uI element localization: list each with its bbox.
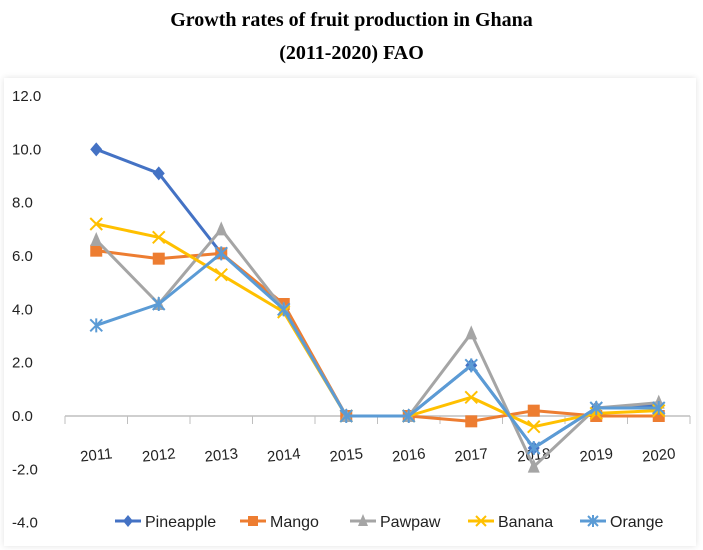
series-line <box>95 147 659 450</box>
series-pawpaw <box>90 221 665 473</box>
series-line <box>95 227 659 469</box>
series-banana <box>89 217 666 434</box>
data-point-marker <box>277 302 291 317</box>
data-point-marker <box>89 318 103 333</box>
series-mango <box>90 244 665 428</box>
data-point-marker <box>358 514 368 526</box>
data-point-marker <box>589 401 603 415</box>
series-pineapple <box>90 142 665 455</box>
x-tick-label: 2016 <box>391 445 426 465</box>
x-tick-label: 2011 <box>79 445 113 465</box>
legend-label: Orange <box>610 514 663 531</box>
data-point-marker <box>339 409 353 423</box>
data-point-marker <box>475 515 487 527</box>
data-point-marker <box>465 325 478 340</box>
data-point-marker <box>652 401 666 415</box>
chart-subtitle: (2011-2020) FAO <box>279 42 424 64</box>
data-point-marker <box>152 252 165 265</box>
data-point-marker <box>527 419 541 434</box>
legend-label: Banana <box>498 514 553 531</box>
data-point-marker <box>527 404 540 417</box>
x-tick-label: 2019 <box>579 445 614 465</box>
y-tick-label: 12.0 <box>12 88 41 105</box>
chart-frame <box>4 78 696 546</box>
data-point-marker <box>214 267 228 282</box>
legend-label: Mango <box>270 514 319 531</box>
data-point-marker <box>464 358 478 373</box>
y-tick-label: 8.0 <box>12 195 33 212</box>
data-point-marker <box>215 221 228 236</box>
series-orange <box>89 246 666 455</box>
y-tick-label: -4.0 <box>12 515 38 532</box>
data-point-marker <box>248 516 258 526</box>
series-line <box>95 251 659 450</box>
legend-label: Pawpaw <box>380 514 441 531</box>
legend-item-pawpaw: Pawpaw <box>350 514 441 531</box>
data-point-marker <box>402 409 416 423</box>
legend-item-banana: Banana <box>468 514 553 531</box>
x-tick-label: 2015 <box>329 445 364 465</box>
y-tick-label: 4.0 <box>12 301 33 318</box>
data-point-marker <box>587 515 599 527</box>
series-line <box>95 222 659 429</box>
legend-item-mango: Mango <box>240 514 319 531</box>
data-point-marker <box>90 244 103 257</box>
y-tick-label: 2.0 <box>12 355 33 372</box>
chart-title: Growth rates of fruit production in Ghan… <box>170 9 533 31</box>
x-tick-label: 2020 <box>641 445 676 465</box>
data-point-marker <box>465 415 478 428</box>
legend-label: Pineapple <box>145 514 216 531</box>
x-tick-label: 2014 <box>266 445 301 465</box>
data-point-marker <box>152 230 166 245</box>
data-point-marker <box>123 515 133 527</box>
data-point-marker <box>90 232 103 246</box>
y-tick-label: 10.0 <box>12 141 41 158</box>
y-tick-label: 6.0 <box>12 248 33 265</box>
legend-item-orange: Orange <box>580 514 663 531</box>
data-point-marker <box>527 458 540 473</box>
y-tick-label: 0.0 <box>12 408 33 425</box>
data-point-marker <box>527 441 541 455</box>
data-point-marker <box>152 166 165 181</box>
x-tick-label: 2013 <box>204 445 239 465</box>
data-point-marker <box>464 390 478 405</box>
x-tick-label: 2017 <box>454 445 489 465</box>
x-tick-label: 2012 <box>141 445 176 465</box>
data-point-marker <box>152 297 166 311</box>
data-point-marker <box>89 217 103 231</box>
legend-item-pineapple: Pineapple <box>115 514 216 531</box>
data-point-marker <box>90 142 103 157</box>
data-point-marker <box>214 246 228 261</box>
y-tick-label: -2.0 <box>12 461 38 478</box>
